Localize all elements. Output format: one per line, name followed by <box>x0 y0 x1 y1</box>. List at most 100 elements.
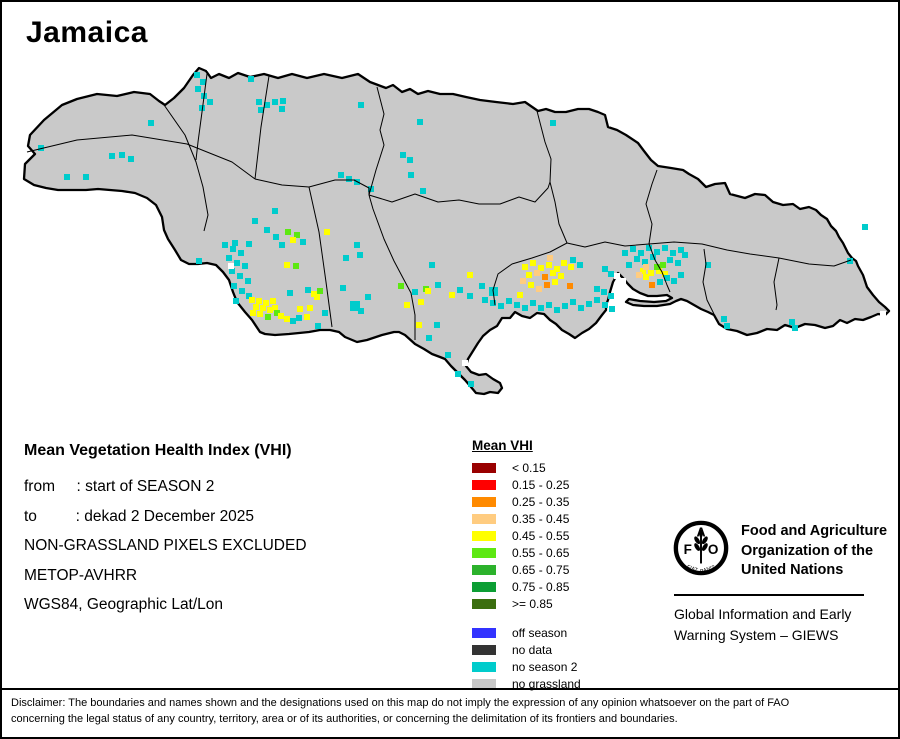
vhi-pixel <box>233 298 239 304</box>
vhi-pixel <box>400 152 406 158</box>
legend-swatch <box>472 581 496 592</box>
vhi-pixel <box>273 234 279 240</box>
vhi-pixel <box>296 315 302 321</box>
fao-logo-letter-f: F <box>684 542 692 557</box>
vhi-pixel <box>238 250 244 256</box>
legend-swatch <box>472 598 496 609</box>
fao-org-line: United Nations <box>741 562 844 578</box>
vhi-pixel <box>654 264 660 270</box>
vhi-pixel <box>614 273 620 279</box>
fao-divider <box>674 594 864 596</box>
vhi-pixel <box>248 76 254 82</box>
vhi-pixel <box>226 255 232 261</box>
vhi-pixel <box>412 289 418 295</box>
vhi-pixel <box>457 287 463 293</box>
vhi-pixel <box>404 302 410 308</box>
vhi-pixel <box>237 273 243 279</box>
vhi-pixel <box>847 258 853 264</box>
vhi-pixel <box>724 323 730 329</box>
vhi-pixel <box>322 310 328 316</box>
vhi-pixel <box>285 229 291 235</box>
vhi-pixel <box>279 106 285 112</box>
vhi-pixel <box>256 298 262 304</box>
info-line: to : dekad 2 December 2025 <box>24 507 255 525</box>
vhi-pixel <box>408 172 414 178</box>
vhi-pixel <box>650 254 656 260</box>
vhi-pixel <box>544 282 550 288</box>
vhi-pixel <box>601 289 607 295</box>
vhi-pixel <box>520 278 526 284</box>
parish-boundary <box>161 101 209 232</box>
vhi-pixel <box>315 323 321 329</box>
legend-label: no grassland <box>512 676 581 691</box>
vhi-pixel <box>290 318 296 324</box>
legend-swatch <box>472 530 496 541</box>
map-info-block: Mean Vegetation Health Index (VHI) from … <box>24 442 307 620</box>
legend-row: no grassland <box>472 675 581 692</box>
vhi-pixel <box>434 322 440 328</box>
vhi-pixel <box>304 314 310 320</box>
legend-row: 0.35 - 0.45 <box>472 510 569 527</box>
vhi-pixel <box>550 120 556 126</box>
legend-title: Mean VHI <box>472 438 533 453</box>
vhi-pixel <box>662 245 668 251</box>
legend-swatch <box>472 547 496 558</box>
vhi-pixel <box>264 102 270 108</box>
vhi-pixel <box>420 188 426 194</box>
vhi-pixel <box>287 290 293 296</box>
legend-swatch <box>472 513 496 524</box>
vhi-pixel <box>638 250 644 256</box>
legend-swatch <box>472 678 496 689</box>
vhi-pixel <box>667 257 673 263</box>
vhi-pixel <box>279 242 285 248</box>
vhi-pixel <box>222 242 228 248</box>
vhi-pixel <box>416 322 422 328</box>
vhi-pixel <box>398 283 404 289</box>
giews-caption: Global Information and Early Warning Sys… <box>674 604 851 645</box>
parish-boundary <box>566 241 852 267</box>
legend-label: >= 0.85 <box>512 596 553 611</box>
parish-boundary <box>702 248 715 315</box>
legend-label: 0.35 - 0.45 <box>512 511 570 526</box>
parish-boundary <box>368 194 416 340</box>
vhi-pixel <box>357 252 363 258</box>
vhi-pixel <box>229 268 235 274</box>
info-line: WGS84, Geographic Lat/Lon <box>24 596 224 613</box>
parish-boundary <box>195 73 208 161</box>
wheat-ear-icon <box>694 529 708 564</box>
vhi-pixel <box>274 310 280 316</box>
vhi-pixel <box>350 301 360 311</box>
vhi-pixel <box>260 305 266 311</box>
vhi-pixel <box>546 262 552 268</box>
vhi-pixel <box>250 310 256 316</box>
vhi-pixel <box>552 279 558 285</box>
vhi-pixel <box>498 303 504 309</box>
vhi-pixel <box>506 298 512 304</box>
vhi-pixel <box>429 262 435 268</box>
legend: Mean VHI < 0.15 0.15 - 0.25 0.25 - 0.35 0.3… <box>472 438 569 612</box>
vhi-pixel <box>657 279 663 285</box>
parish-boundary <box>773 257 780 311</box>
legend-row: 0.75 - 0.85 <box>472 578 569 595</box>
vhi-pixel <box>249 297 255 303</box>
vhi-pixel <box>642 259 648 265</box>
vhi-pixel <box>602 302 608 308</box>
vhi-pixel <box>554 307 560 313</box>
vhi-pixel <box>311 291 317 297</box>
vhi-pixel <box>467 272 473 278</box>
vhi-pixel <box>234 260 240 266</box>
legend-label: no season 2 <box>512 659 578 674</box>
vhi-pixel <box>462 360 468 366</box>
vhi-pixel <box>568 264 574 270</box>
legend-row: 0.55 - 0.65 <box>472 544 569 561</box>
vhi-pixel <box>257 311 263 317</box>
vhi-pixel <box>554 266 560 272</box>
vhi-pixel <box>294 232 300 238</box>
parish-boundary <box>368 86 385 196</box>
vhi-pixel <box>608 293 614 299</box>
vhi-pixel <box>646 245 652 251</box>
vhi-pixel <box>346 176 352 182</box>
legend-row: no season 2 <box>472 658 581 675</box>
vhi-pixel <box>792 325 798 331</box>
